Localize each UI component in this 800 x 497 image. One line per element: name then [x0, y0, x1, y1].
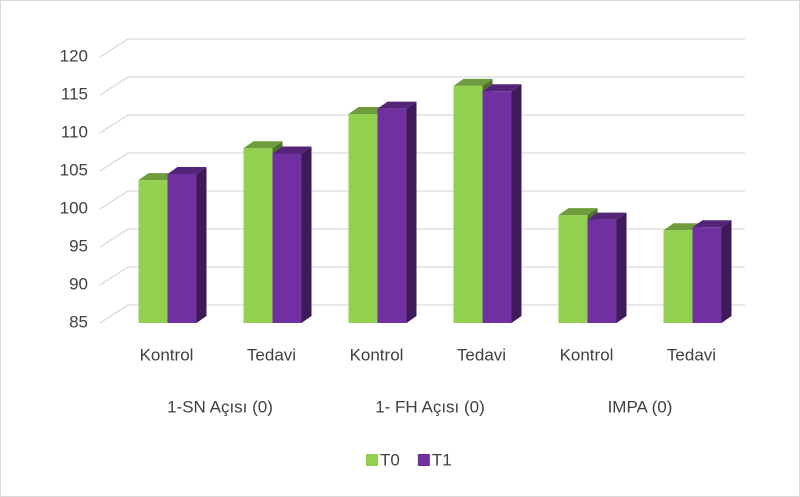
legend-label: T1	[432, 450, 452, 469]
grid-line	[99, 304, 745, 324]
y-tick-label: 110	[61, 122, 88, 141]
grid-line	[99, 38, 745, 58]
bar-face	[196, 167, 207, 323]
y-tick-label: 95	[69, 236, 88, 255]
y-tick-label: 115	[61, 84, 88, 103]
legend-swatch	[417, 454, 430, 466]
bar	[587, 212, 627, 323]
grid-line	[99, 190, 745, 210]
bar-face	[558, 208, 598, 216]
bar-face	[721, 220, 732, 323]
bar-face	[243, 148, 273, 323]
bar-face	[243, 141, 283, 149]
bar	[692, 220, 732, 323]
bar-face	[587, 212, 627, 220]
bar-face	[511, 84, 522, 323]
bar-face	[453, 78, 493, 86]
bar	[482, 84, 522, 323]
bar-face	[663, 230, 693, 323]
bar-face	[558, 215, 588, 323]
grid-line	[99, 266, 745, 286]
x-tick-label: Kontrol	[560, 345, 614, 364]
bar-face	[167, 174, 197, 323]
bar-face	[406, 101, 417, 324]
bar-face	[301, 146, 312, 323]
x-tick-label: Tedavi	[667, 345, 716, 364]
bar-face	[482, 84, 522, 92]
legend-swatch	[366, 454, 378, 466]
bar-face	[138, 180, 168, 323]
x-tick-label: Tedavi	[247, 345, 296, 364]
group-label: IMPA (0)	[608, 397, 673, 416]
bar-face	[348, 114, 378, 323]
bar-face	[377, 108, 407, 324]
y-tick-label: 100	[60, 198, 88, 217]
bar-face	[272, 146, 312, 154]
x-tick-label: Tedavi	[457, 345, 506, 364]
y-tick-label: 105	[60, 160, 88, 179]
x-tick-label: Kontrol	[350, 345, 404, 364]
group-label: 1- FH Açısı (0)	[375, 397, 485, 416]
legend-label: T0	[380, 450, 400, 469]
bar-face	[272, 153, 302, 323]
grid-line	[99, 114, 745, 134]
y-tick-label: 85	[69, 312, 88, 331]
grid-line	[99, 228, 745, 248]
bar	[167, 167, 207, 323]
bar-face	[482, 91, 512, 323]
y-tick-label: 120	[60, 46, 88, 65]
bar-face	[167, 167, 207, 175]
bar	[377, 101, 417, 324]
group-label: 1-SN Açısı (0)	[167, 397, 273, 416]
bar-face	[616, 212, 627, 323]
grid-line	[99, 152, 745, 172]
bar-face	[692, 227, 722, 323]
x-tick-label: Kontrol	[140, 345, 194, 364]
bar-face	[377, 101, 417, 109]
y-tick-label: 90	[69, 274, 88, 293]
bar-face	[453, 85, 483, 323]
bar-face	[587, 219, 617, 323]
bar	[272, 146, 312, 323]
bar-face	[692, 220, 732, 228]
grid-line	[99, 76, 745, 96]
